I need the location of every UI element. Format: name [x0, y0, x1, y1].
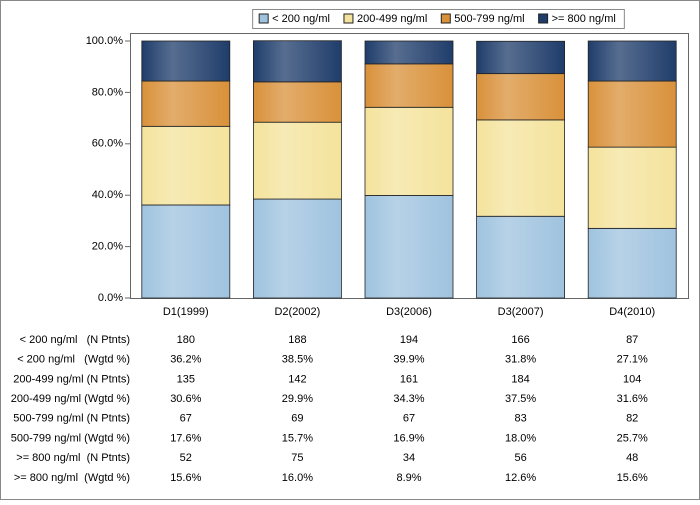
row-label: >= 800 ng/ml (Wgtd %) — [14, 472, 130, 484]
legend-swatch — [343, 13, 354, 24]
bar-segment — [141, 80, 231, 127]
table-cell: 16.0% — [282, 472, 313, 484]
bar-segment — [587, 40, 677, 82]
plot-frame — [130, 33, 689, 299]
table-cell: 38.5% — [282, 354, 313, 366]
row-label: 200-499 ng/ml (N Ptnts) — [13, 373, 130, 385]
table-cell: 188 — [288, 334, 306, 346]
bar-segment — [252, 81, 342, 123]
bar-segment — [476, 215, 566, 299]
table-cell: 67 — [180, 413, 192, 425]
table-cell: 16.9% — [393, 432, 424, 444]
x-tick-label: D2(2002) — [274, 306, 320, 318]
bar-segment — [364, 195, 454, 299]
bar-segment — [364, 63, 454, 108]
bar-segment — [252, 40, 342, 83]
table-cell: 8.9% — [396, 472, 421, 484]
table-cell: 27.1% — [617, 354, 648, 366]
row-label: 500-799 ng/ml (Wgtd %) — [11, 432, 130, 444]
table-cell: 67 — [403, 413, 415, 425]
bar-segment — [364, 106, 454, 196]
bar-segment — [476, 40, 566, 75]
table-cell: 180 — [177, 334, 195, 346]
legend-swatch — [440, 13, 451, 24]
legend-label: 500-799 ng/ml — [454, 13, 524, 25]
bar-segment — [141, 40, 231, 82]
table-cell: 82 — [626, 413, 638, 425]
table-cell: 75 — [291, 452, 303, 464]
table-cell: 30.6% — [170, 393, 201, 405]
bar-segment — [364, 40, 454, 65]
table-cell: 104 — [623, 373, 641, 385]
legend-label: < 200 ng/ml — [272, 13, 330, 25]
table-cell: 15.7% — [282, 432, 313, 444]
bar-segment — [141, 125, 231, 206]
x-tick-label: D3(2007) — [498, 306, 544, 318]
row-label: < 200 ng/ml (Wgtd %) — [17, 354, 130, 366]
table-cell: 18.0% — [505, 432, 536, 444]
x-tick-label: D4(2010) — [609, 306, 655, 318]
table-cell: 37.5% — [505, 393, 536, 405]
bar-segment — [587, 227, 677, 299]
legend-swatch — [538, 13, 549, 24]
bar-segment — [252, 121, 342, 200]
bar-segment — [476, 119, 566, 217]
legend: < 200 ng/ml 200-499 ng/ml 500-799 ng/ml >= … — [252, 9, 625, 29]
table-cell: 34.3% — [393, 393, 424, 405]
table-cell: 17.6% — [170, 432, 201, 444]
table-cell: 39.9% — [393, 354, 424, 366]
bar-segment — [252, 198, 342, 299]
table-cell: 184 — [511, 373, 529, 385]
table-cell: 31.8% — [505, 354, 536, 366]
table-cell: 135 — [177, 373, 195, 385]
table-cell: 31.6% — [617, 393, 648, 405]
table-cell: 166 — [511, 334, 529, 346]
table-cell: 12.6% — [505, 472, 536, 484]
table-cell: 25.7% — [617, 432, 648, 444]
y-tick-label: 0.0% — [98, 292, 123, 304]
x-tick-label: D1(1999) — [163, 306, 209, 318]
row-label: 200-499 ng/ml (Wgtd %) — [11, 393, 130, 405]
row-label: 500-799 ng/ml (N Ptnts) — [13, 413, 130, 425]
table-cell: 48 — [626, 452, 638, 464]
table-cell: 15.6% — [170, 472, 201, 484]
bar-segment — [587, 80, 677, 148]
y-tick-label: 40.0% — [92, 189, 123, 201]
table-cell: 194 — [400, 334, 418, 346]
table-cell: 56 — [514, 452, 526, 464]
row-label: >= 800 ng/ml (N Ptnts) — [16, 452, 130, 464]
table-cell: 15.6% — [617, 472, 648, 484]
table-cell: 36.2% — [170, 354, 201, 366]
table-cell: 83 — [514, 413, 526, 425]
table-cell: 69 — [291, 413, 303, 425]
legend-label: 200-499 ng/ml — [357, 13, 427, 25]
bar-segment — [587, 146, 677, 229]
bar-segment — [476, 73, 566, 121]
bar-segment — [141, 204, 231, 299]
y-tick-label: 60.0% — [92, 138, 123, 150]
y-tick-label: 100.0% — [86, 35, 124, 47]
table-cell: 161 — [400, 373, 418, 385]
y-tick-label: 80.0% — [92, 86, 123, 98]
table-cell: 87 — [626, 334, 638, 346]
x-tick-label: D3(2006) — [386, 306, 432, 318]
table-cell: 29.9% — [282, 393, 313, 405]
table-cell: 142 — [288, 373, 306, 385]
table-cell: 52 — [180, 452, 192, 464]
row-label: < 200 ng/ml (N Ptnts) — [20, 334, 130, 346]
legend-label: >= 800 ng/ml — [552, 13, 616, 25]
table-cell: 34 — [403, 452, 415, 464]
legend-swatch — [258, 13, 269, 24]
y-tick-label: 20.0% — [92, 241, 123, 253]
